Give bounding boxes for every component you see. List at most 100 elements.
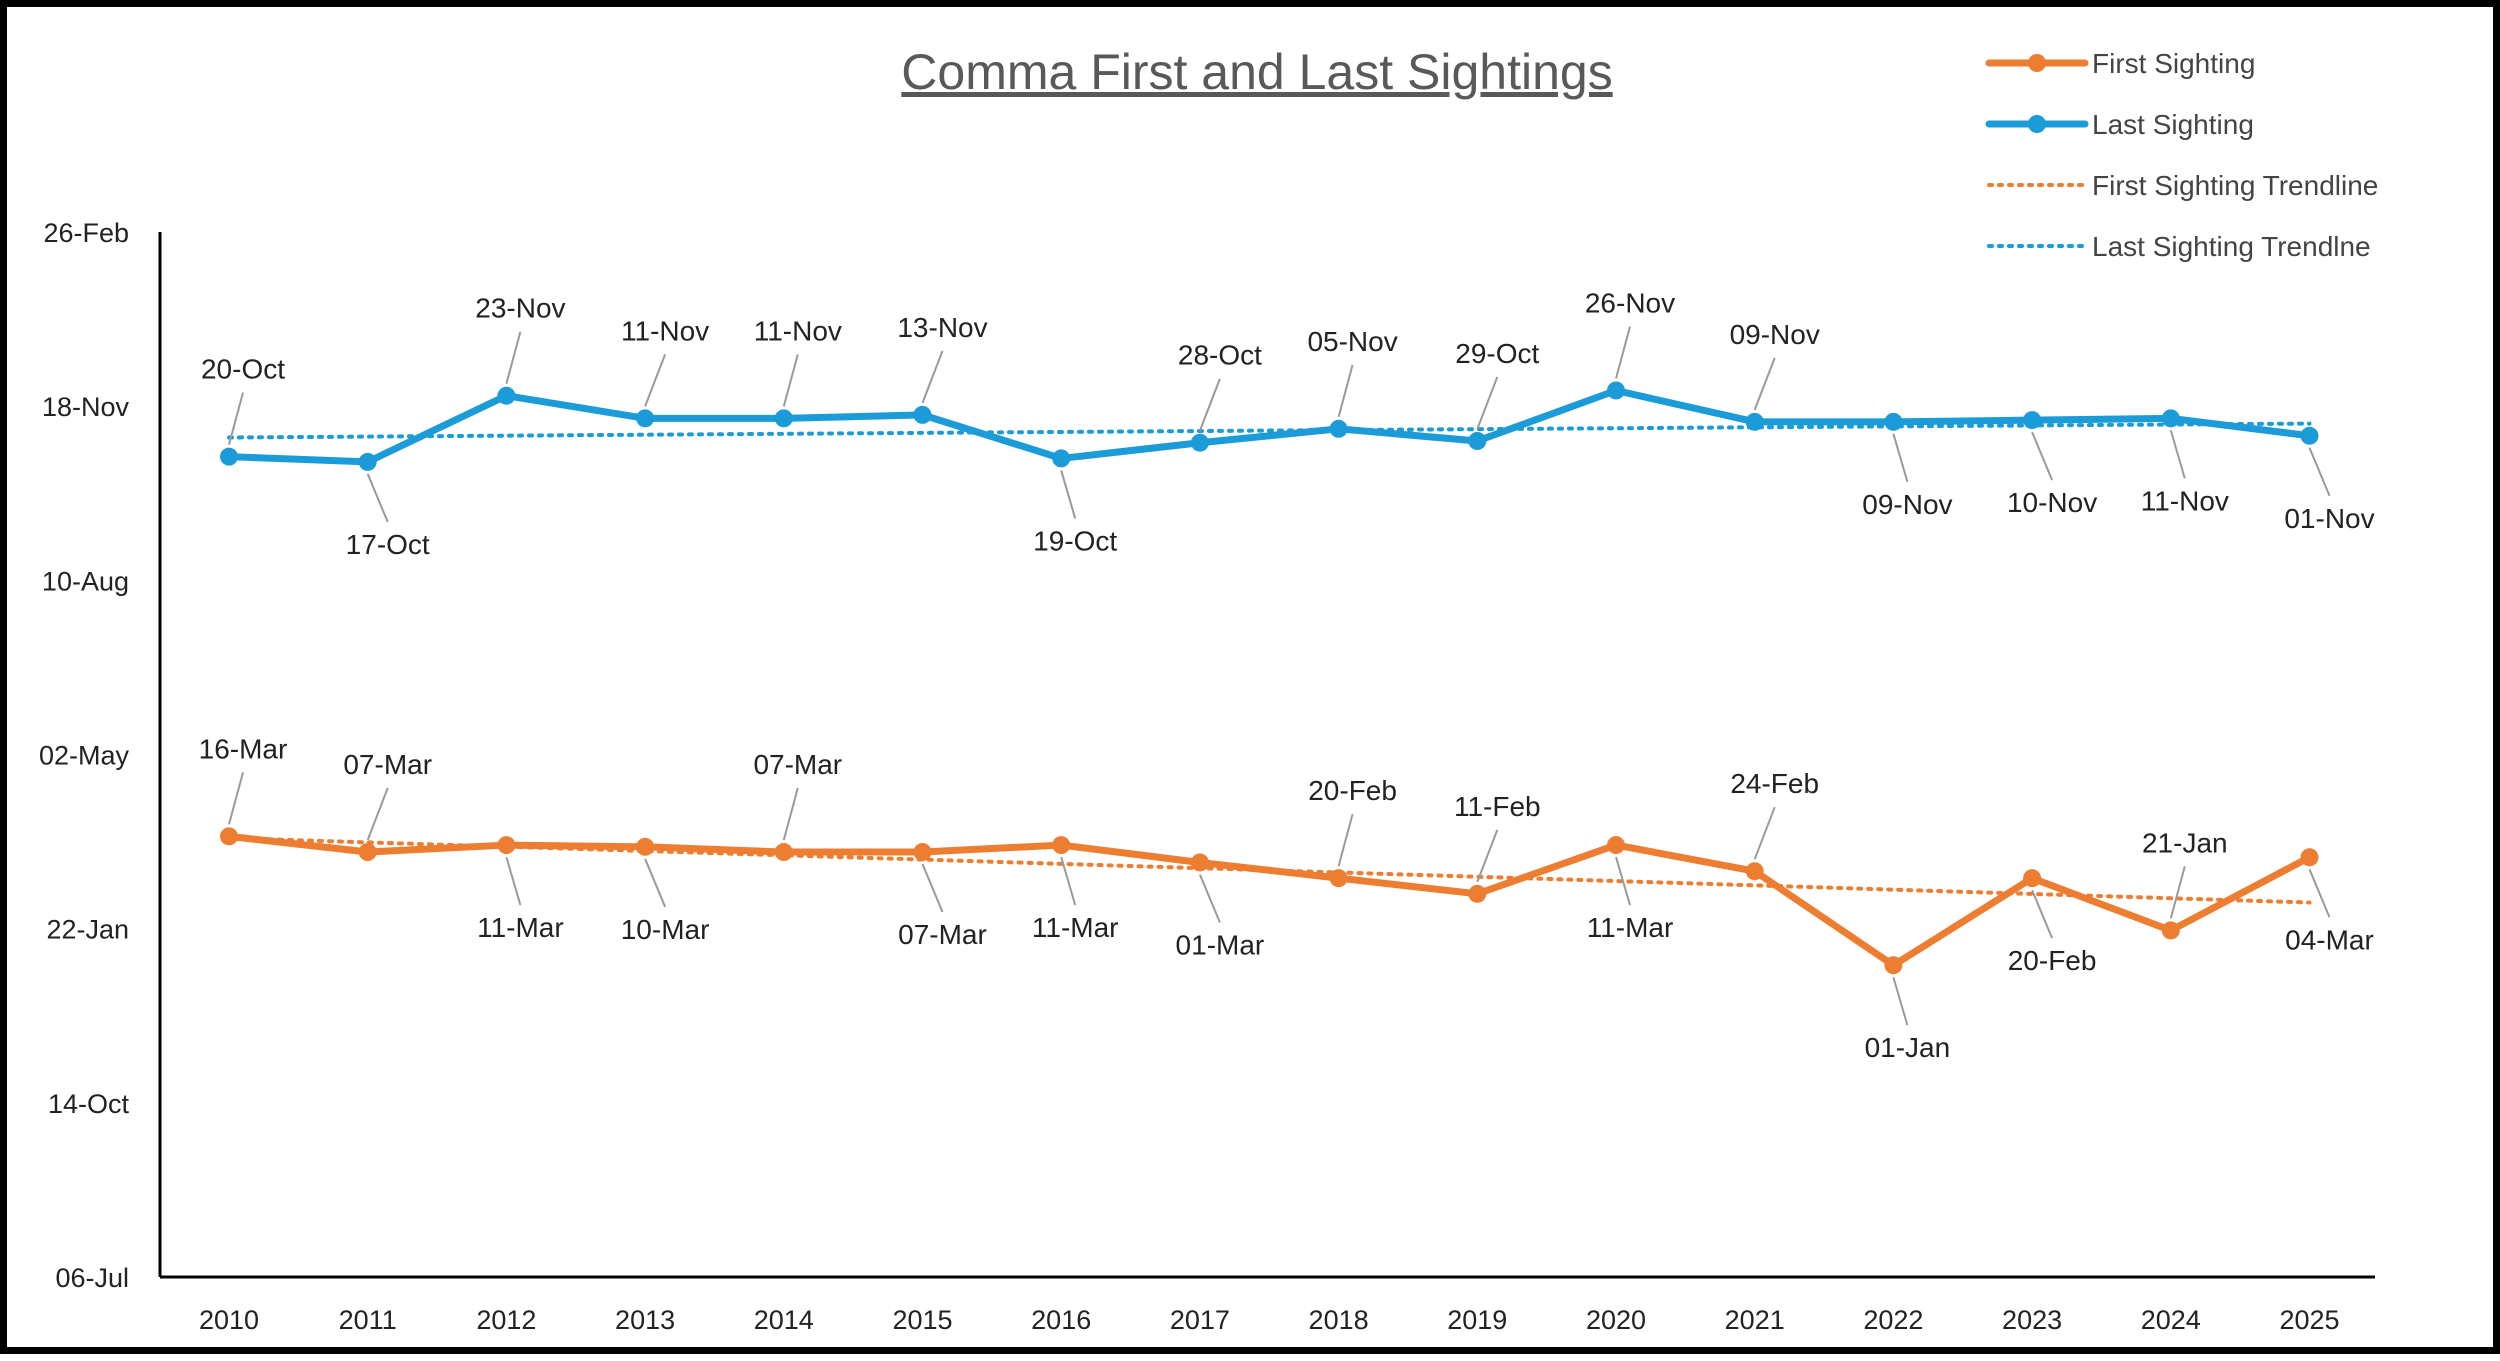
last-sighting-label: 09-Nov <box>1862 489 1952 520</box>
first-sighting-point <box>774 843 793 862</box>
last-sighting-label: 01-Nov <box>2284 503 2374 534</box>
first-sighting-point <box>1884 956 1903 975</box>
last-sighting-point <box>1607 381 1625 400</box>
legend-label: Last Sighting Trendlne <box>2092 231 2371 262</box>
first-sighting-label: 04-Mar <box>2285 924 2374 955</box>
first-sighting-label: 01-Mar <box>1176 929 1265 960</box>
first-sighting-label: 07-Mar <box>753 749 842 780</box>
label-leader <box>782 354 799 407</box>
x-tick-label: 2025 <box>2279 1305 2339 1335</box>
last-sighting-line <box>228 386 2310 466</box>
first-sighting-label: 20-Feb <box>1308 775 1397 806</box>
label-leader <box>1476 376 1499 430</box>
label-leader <box>2308 447 2331 497</box>
last-sighting-label: 17-Oct <box>346 529 430 560</box>
label-leader <box>1615 856 1631 906</box>
label-leader <box>644 353 667 407</box>
last-sighting-label: 10-Nov <box>2007 487 2097 518</box>
first-sighting-point <box>220 827 238 846</box>
label-leader <box>2308 868 2331 918</box>
last-sighting-point <box>1745 412 1764 431</box>
first-sighting-label: 11-Mar <box>1587 912 1674 943</box>
last-sighting-point <box>774 409 793 428</box>
label-leader <box>1337 813 1354 867</box>
last-sighting-label: 11-Nov <box>621 315 709 346</box>
first-sighting-label: 16-Mar <box>199 733 288 764</box>
label-leader <box>366 473 389 523</box>
last-sighting-point <box>1190 433 1209 452</box>
last-sighting-point <box>1329 419 1348 438</box>
y-tick-label: 02-May <box>39 741 130 771</box>
first-sighting-point <box>636 837 655 856</box>
x-tick-label: 2017 <box>1170 1305 1230 1335</box>
first-sighting-point <box>1190 853 1209 872</box>
first-sighting-label: 11-Mar <box>1032 912 1119 943</box>
label-leader <box>921 863 944 913</box>
x-tick-label: 2015 <box>892 1305 952 1335</box>
legend-marker <box>2028 54 2046 72</box>
label-leader <box>921 350 944 404</box>
last-sighting-point <box>2023 411 2042 430</box>
last-sighting-point <box>1052 449 1071 468</box>
last-sighting-point <box>220 447 238 466</box>
last-sighting-point <box>358 452 377 471</box>
first-sighting-label: 07-Mar <box>343 749 432 780</box>
legend: First Sighting Last Sighting First Sightin… <box>1985 48 2378 262</box>
label-leader <box>2169 866 2186 919</box>
first-sighting-point <box>1329 869 1348 888</box>
last-sighting-point <box>2300 426 2319 445</box>
series-lines <box>220 381 2319 975</box>
label-leader <box>1892 433 1909 483</box>
first-sighting-point <box>1468 884 1487 903</box>
legend-label: Last Sighting <box>2092 109 2254 140</box>
x-tick-label: 2013 <box>615 1305 675 1335</box>
label-leader <box>644 858 667 908</box>
label-leader <box>2169 430 2186 479</box>
last-sighting-point <box>2161 409 2180 428</box>
last-sighting-point <box>497 386 516 405</box>
label-leader <box>228 772 244 825</box>
last-sighting-label: 09-Nov <box>1730 319 1820 350</box>
y-tick-label: 14-Oct <box>48 1089 130 1119</box>
chart-title: Comma First and Last Sightings <box>901 44 1612 100</box>
first-sighting-point <box>2300 848 2319 867</box>
label-leader <box>1753 357 1776 411</box>
x-tick-label: 2022 <box>1863 1305 1923 1335</box>
last-sighting-label: 19-Oct <box>1033 525 1117 556</box>
first-sighting-point <box>2023 869 2042 888</box>
x-tick-label: 2021 <box>1725 1305 1785 1335</box>
y-tick-label: 18-Nov <box>42 392 130 422</box>
first-sighting-label: 11-Feb <box>1454 791 1541 822</box>
first-sighting-label: 24-Feb <box>1730 768 1819 799</box>
last-sighting-label: 11-Nov <box>2141 485 2229 516</box>
last-sighting-label: 05-Nov <box>1307 326 1397 357</box>
last-trendline <box>227 421 2312 440</box>
label-leader <box>505 856 522 906</box>
legend-label: First Sighting Trendline <box>2092 170 2378 201</box>
first-sighting-label: 01-Jan <box>1865 1032 1951 1063</box>
first-sighting-line <box>228 832 2312 969</box>
first-sighting-label: 10-Mar <box>621 914 710 945</box>
x-tick-label: 2018 <box>1309 1305 1369 1335</box>
x-tick-label: 2023 <box>2002 1305 2062 1335</box>
first-sighting-point <box>1607 836 1625 855</box>
label-leader <box>1198 378 1221 432</box>
last-sighting-label: 26-Nov <box>1585 287 1675 318</box>
label-leader <box>1892 976 1909 1026</box>
y-tick-label: 22-Jan <box>46 915 129 945</box>
label-leader <box>1337 364 1354 418</box>
x-tick-label: 2012 <box>476 1305 536 1335</box>
first-sighting-point <box>913 843 932 862</box>
y-tick-label: 10-Aug <box>42 566 129 596</box>
label-leader <box>782 787 799 841</box>
first-sighting-point <box>1745 862 1764 881</box>
label-leader <box>2031 889 2054 939</box>
last-sighting-label: 20-Oct <box>201 354 285 385</box>
last-sighting-point <box>636 409 655 428</box>
label-leader <box>1753 806 1776 860</box>
data-labels: 16-Mar 07-Mar 11-Mar 10-Mar 07-Mar 07-Mar 11-M… <box>199 287 2375 1063</box>
label-leader <box>228 392 244 445</box>
label-leader <box>1198 874 1221 923</box>
legend-marker <box>2028 115 2046 133</box>
x-tick-label: 2019 <box>1447 1305 1507 1335</box>
